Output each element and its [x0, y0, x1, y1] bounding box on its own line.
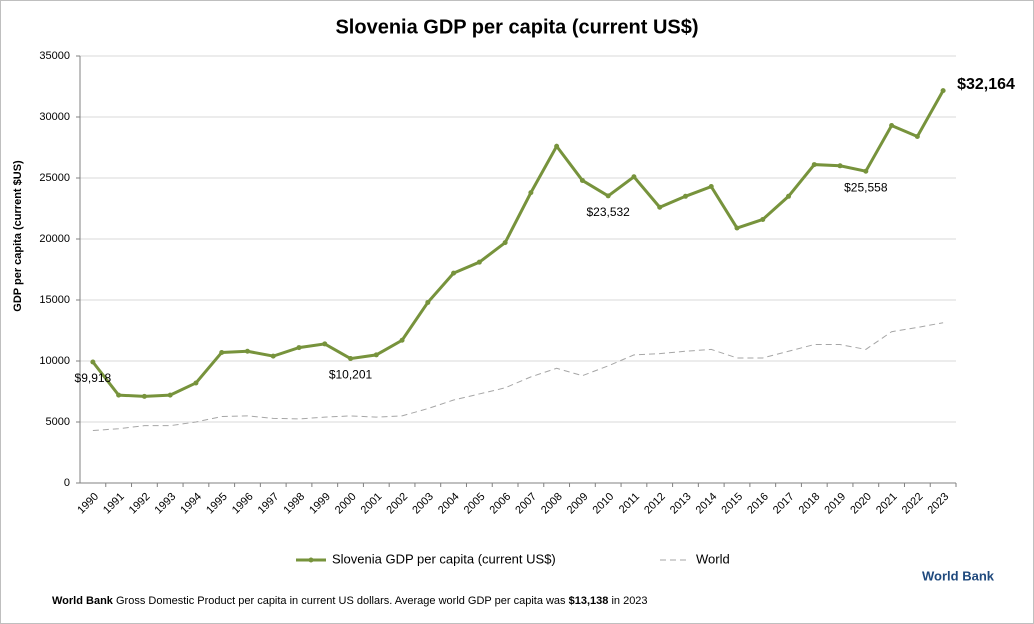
- point: [193, 380, 199, 386]
- chart-title: Slovenia GDP per capita (current US$): [335, 16, 698, 38]
- point: [451, 270, 457, 276]
- data-label: $25,558: [844, 180, 888, 194]
- point: [863, 168, 869, 174]
- y-tick-label: 0: [64, 477, 70, 489]
- legend-label: World: [696, 551, 730, 566]
- data-label: $23,532: [586, 205, 630, 219]
- point: [399, 337, 405, 343]
- y-tick-label: 35000: [39, 50, 70, 62]
- point: [528, 190, 534, 196]
- brand: World Bank: [922, 568, 995, 583]
- point: [940, 88, 946, 94]
- footer-highlight: $13,138: [569, 595, 609, 607]
- legend-label: Slovenia GDP per capita (current US$): [332, 551, 556, 566]
- point: [605, 193, 611, 199]
- series-line: [91, 89, 945, 398]
- y-tick-label: 10000: [39, 355, 70, 367]
- point: [734, 225, 740, 231]
- point: [502, 240, 508, 246]
- y-tick-label: 15000: [39, 294, 70, 306]
- point: [322, 341, 328, 347]
- y-axis-title: GDP per capita (current $US): [12, 160, 24, 312]
- data-label: $10,201: [329, 368, 373, 382]
- point: [631, 174, 637, 180]
- footer: World Bank Gross Domestic Product per ca…: [52, 595, 648, 607]
- point: [167, 392, 173, 398]
- point: [296, 345, 302, 351]
- point: [116, 392, 122, 398]
- footer-text: Gross Domestic Product per capita in cur…: [116, 595, 566, 607]
- point: [811, 162, 817, 168]
- point: [270, 353, 276, 359]
- y-tick-label: 5000: [46, 416, 70, 428]
- point: [554, 143, 560, 149]
- y-tick-label: 30000: [39, 111, 70, 123]
- point: [244, 348, 250, 354]
- point: [373, 352, 379, 358]
- point: [219, 349, 225, 355]
- point: [579, 177, 585, 183]
- point: [889, 123, 895, 129]
- point: [476, 259, 482, 265]
- point: [760, 216, 766, 222]
- point: [141, 393, 147, 399]
- series-line: [92, 322, 944, 432]
- y-tick-label: 25000: [39, 172, 70, 184]
- y-tick-label: 20000: [39, 233, 70, 245]
- point: [682, 193, 688, 199]
- footer-tail: in 2023: [611, 595, 647, 607]
- point: [837, 163, 843, 169]
- point: [708, 184, 714, 190]
- point: [425, 299, 431, 305]
- legend-marker: [308, 557, 314, 563]
- footer-source: World Bank: [52, 595, 114, 607]
- point: [786, 193, 792, 199]
- point: [657, 204, 663, 210]
- point: [914, 134, 920, 140]
- point: [348, 356, 354, 362]
- point: [90, 359, 96, 365]
- data-label: $32,164: [957, 76, 1015, 93]
- data-label: $9,918: [75, 371, 112, 385]
